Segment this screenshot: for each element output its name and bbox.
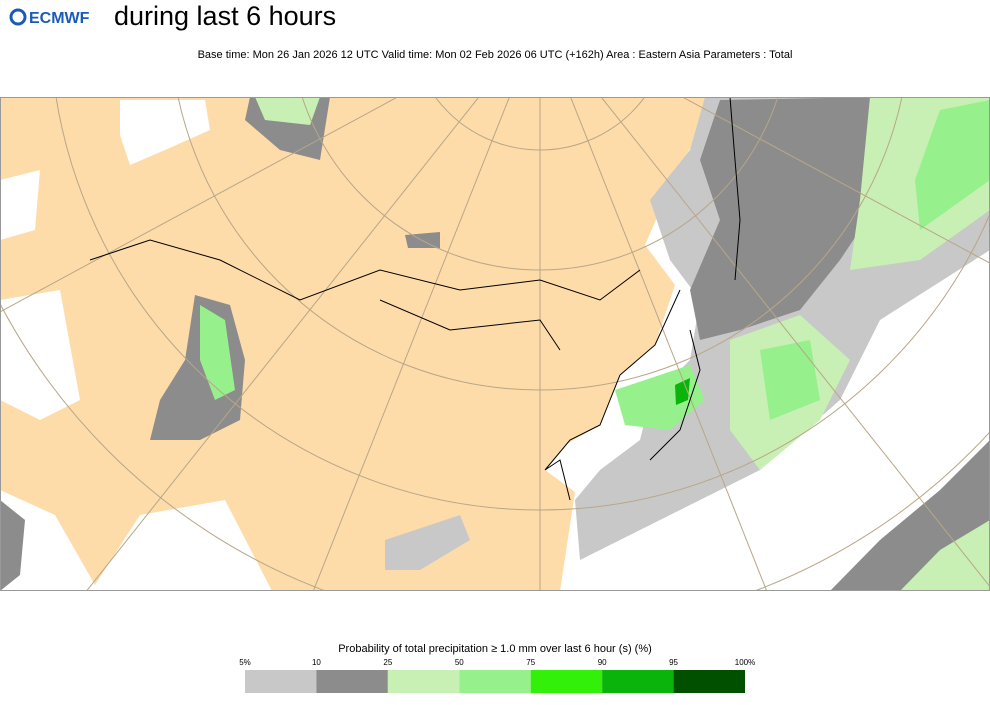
prob-5: [385, 515, 470, 570]
legend-label: 100%: [735, 658, 755, 667]
legend-label: 50: [455, 658, 464, 667]
legend-title: Probability of total precipitation ≥ 1.0…: [338, 643, 652, 655]
sea: [0, 170, 40, 240]
legend-label: 95: [669, 658, 678, 667]
legend-label: 75: [526, 658, 535, 667]
legend-label: 10: [312, 658, 321, 667]
subtitle: Base time: Mon 26 Jan 2026 12 UTC Valid …: [198, 49, 793, 61]
legend-swatch: [459, 670, 531, 693]
logo-icon: [9, 8, 27, 26]
prob-50: [200, 305, 235, 400]
logo-text: ECMWF: [29, 10, 90, 27]
prob-50: [615, 365, 705, 430]
legend-label: 5%: [239, 658, 251, 667]
prob-50: [760, 340, 820, 420]
sea: [0, 290, 80, 420]
prob-10: [690, 97, 900, 340]
legend-swatch: [387, 670, 460, 693]
prob-90: [675, 378, 690, 405]
logo: ECMWF: [9, 8, 90, 27]
legend: 5% 10 25 50 75 90 95 100%: [239, 658, 755, 693]
prob-25: [900, 520, 990, 591]
borders: [89, 97, 741, 501]
legend-swatch: [602, 670, 674, 693]
sea: [120, 100, 210, 165]
legend-swatch: [673, 670, 745, 693]
legend-swatch: [316, 670, 388, 693]
legend-swatch: [245, 670, 317, 693]
legend-swatch: [530, 670, 603, 693]
ocean-south: [0, 490, 272, 591]
title: during last 6 hours: [114, 1, 336, 31]
prob-10: [0, 500, 25, 591]
legend-label: 90: [598, 658, 607, 667]
prob-25: [255, 97, 320, 125]
legend-label: 25: [383, 658, 392, 667]
prob-50: [915, 100, 990, 230]
